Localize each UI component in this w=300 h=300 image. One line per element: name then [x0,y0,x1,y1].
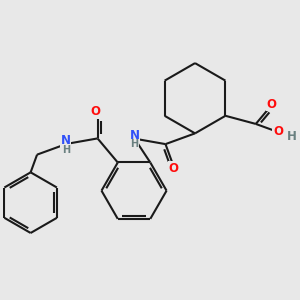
Text: N: N [130,129,140,142]
Text: H: H [130,139,139,149]
Text: O: O [273,125,283,139]
Text: H: H [287,130,297,143]
Text: H: H [62,145,70,155]
Text: O: O [267,98,277,111]
Text: O: O [91,106,101,118]
Text: O: O [169,162,179,175]
Text: N: N [61,134,71,147]
